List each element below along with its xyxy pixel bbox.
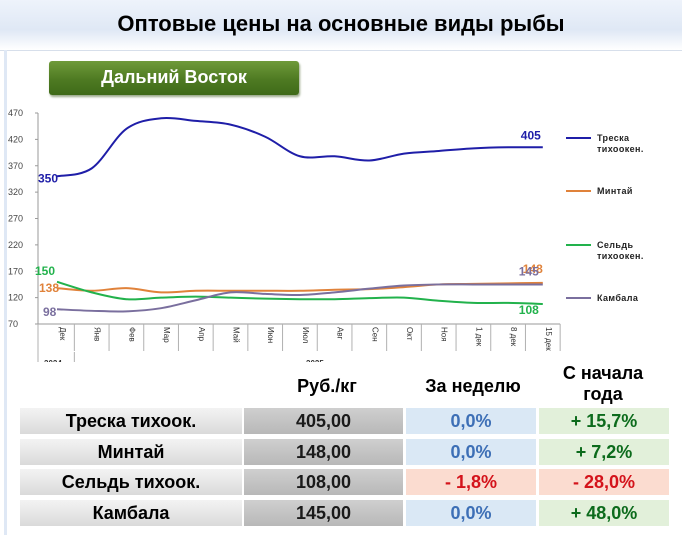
legend-label-flounder: Камбала xyxy=(597,293,639,303)
page-title: Оптовые цены на основные виды рыбы xyxy=(117,11,565,36)
price-line-chart: 70 120 170 220 270 320 370 420 470 Дек Янв Фев Мар Ап… xyxy=(8,108,644,362)
y-tick-label: 220 xyxy=(8,240,23,250)
end-value-label-pollock: 148 xyxy=(523,262,543,276)
left-rule xyxy=(4,50,7,535)
row-ytd: + 15,7% xyxy=(539,408,669,434)
row-ytd: + 48,0% xyxy=(539,499,669,526)
legend-label-pollock: Минтай xyxy=(597,186,633,196)
row-name: Сельдь тихоок. xyxy=(20,469,242,495)
start-value-label-cod: 350 xyxy=(38,171,58,185)
y-tick-label: 420 xyxy=(8,134,23,144)
row-week: 0,0% xyxy=(406,408,536,434)
year-label: 2025 xyxy=(306,359,324,362)
row-name: Минтай xyxy=(20,438,242,465)
end-value-label-herring: 108 xyxy=(519,303,539,317)
legend-label-cod: Треска тихоокен. xyxy=(597,133,644,154)
row-week: - 1,8% xyxy=(406,469,536,495)
x-tick-label: Авг xyxy=(336,327,345,340)
series-line-flounder xyxy=(56,283,543,313)
start-value-label-flounder: 98 xyxy=(43,305,57,319)
row-week: 0,0% xyxy=(406,499,536,526)
year-label: 2024 xyxy=(44,359,62,362)
header-ytd: С начала года xyxy=(562,363,644,404)
legend-label-herring: Сельдь тихоокен. xyxy=(597,240,644,261)
x-tick-label: Май xyxy=(232,327,241,343)
series-line-cod xyxy=(56,116,543,178)
start-value-label-pollock: 138 xyxy=(39,281,59,295)
y-tick-label: 320 xyxy=(8,187,23,197)
y-tick-label: 270 xyxy=(8,214,23,224)
row-ytd: + 7,2% xyxy=(539,438,669,465)
region-button[interactable]: Дальний Восток xyxy=(49,61,299,95)
end-value-label-cod: 405 xyxy=(521,128,541,142)
row-price: 145,00 xyxy=(244,499,403,526)
x-tick-label: Янв xyxy=(93,327,102,341)
series-line-herring xyxy=(56,280,543,305)
x-tick-label: Дек xyxy=(58,327,67,341)
row-price: 108,00 xyxy=(244,469,403,495)
y-tick-label: 70 xyxy=(8,319,18,329)
region-button-label: Дальний Восток xyxy=(101,67,247,87)
start-value-label-herring: 150 xyxy=(35,264,55,278)
x-tick-label: Мар xyxy=(162,327,171,343)
x-tick-label: 8 дек xyxy=(509,327,518,347)
row-week: 0,0% xyxy=(406,438,536,465)
end-value-label-flounder: 145 xyxy=(519,264,539,278)
price-table: Руб./кг За неделю С начала года Треска т… xyxy=(0,360,682,535)
x-tick-label: 15 дек xyxy=(544,327,553,351)
y-tick-label: 470 xyxy=(8,108,23,118)
x-tick-label: Апр xyxy=(197,327,206,342)
x-tick-label: Фев xyxy=(127,327,136,342)
header-price: Руб./кг xyxy=(297,376,357,396)
row-ytd: - 28,0% xyxy=(539,469,669,495)
y-tick-label: 370 xyxy=(8,161,23,171)
x-tick-label: Сен xyxy=(370,327,379,342)
row-price: 405,00 xyxy=(244,408,403,434)
y-tick-label: 170 xyxy=(8,266,23,276)
x-tick-label: Июл xyxy=(301,327,310,344)
title-bar: Оптовые цены на основные виды рыбы xyxy=(0,0,682,51)
x-tick-label: Ноя xyxy=(440,327,449,342)
x-tick-label: Окт xyxy=(405,327,414,341)
header-week: За неделю xyxy=(425,376,521,396)
row-price: 148,00 xyxy=(244,438,403,465)
y-tick-label: 120 xyxy=(8,293,23,303)
x-tick-label: 1 дек xyxy=(474,327,483,347)
row-name: Камбала xyxy=(20,499,242,526)
x-tick-label: Июн xyxy=(266,327,275,343)
row-name: Треска тихоок. xyxy=(20,408,242,434)
